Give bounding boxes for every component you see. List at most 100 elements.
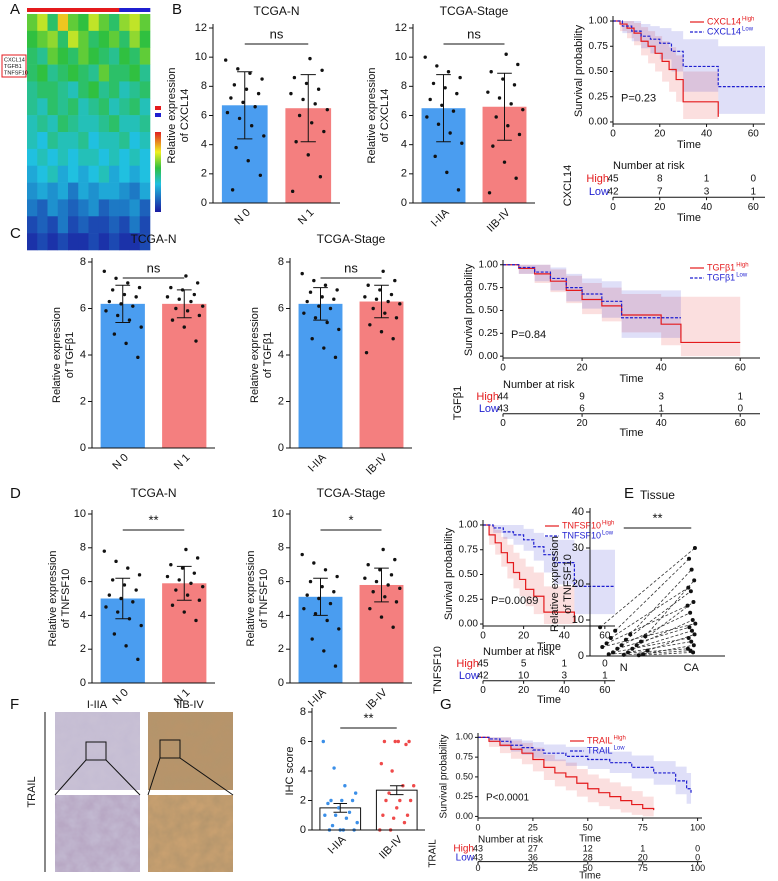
data-point <box>688 589 693 594</box>
heatmap-cell <box>119 14 130 32</box>
x-tick-label: I-IIA <box>429 206 452 229</box>
y-tick-label: 0 <box>80 677 86 689</box>
heatmap-cell <box>139 47 151 65</box>
ihc-column-label: IIB-IV <box>176 699 204 711</box>
data-point <box>494 115 498 119</box>
heatmap-cell <box>139 14 151 32</box>
data-point <box>366 563 370 567</box>
pair-line <box>599 547 696 628</box>
risk-count: 36 <box>528 852 538 862</box>
heatmap-cell <box>139 148 151 167</box>
heatmap-cell <box>47 14 59 32</box>
heatmap-cell <box>109 81 120 99</box>
data-point <box>313 612 318 616</box>
y-tick-label: 0.75 <box>479 282 499 293</box>
y-axis-label: of TNFSF10 <box>258 569 270 629</box>
y-tick-label: 0 <box>278 442 284 454</box>
y-axis-label: of CXCL14 <box>179 89 191 143</box>
y-axis-label: Survival probability <box>463 263 475 356</box>
data-point <box>451 109 456 113</box>
heatmap-cell <box>27 30 38 49</box>
data-point <box>643 634 648 639</box>
risk-group: Low <box>459 670 479 682</box>
data-point <box>374 579 379 584</box>
risk-count: 43 <box>497 404 509 415</box>
data-point <box>688 610 693 615</box>
heatmap-cell <box>88 165 100 183</box>
data-point <box>689 639 694 644</box>
column-group <box>37 8 48 12</box>
y-tick-label: 0.25 <box>459 594 479 605</box>
data-point <box>443 86 447 90</box>
data-point <box>184 274 188 278</box>
data-point <box>615 646 620 651</box>
error-bar <box>115 577 131 620</box>
data-point <box>630 646 635 651</box>
gene-label: CXCL14 <box>4 57 25 63</box>
risk-x-label: Time <box>579 871 601 881</box>
heatmap-cell <box>27 115 38 133</box>
data-point <box>371 590 375 594</box>
heatmap-cell <box>139 64 151 82</box>
data-point <box>189 299 193 304</box>
data-point <box>308 56 312 61</box>
heatmap-cell <box>37 233 48 251</box>
y-tick-label: 12 <box>195 22 207 34</box>
data-point <box>305 593 309 597</box>
data-point <box>645 648 650 653</box>
data-point <box>122 583 127 587</box>
risk-tick-label: 40 <box>701 202 713 213</box>
risk-x-label: Time <box>677 212 701 224</box>
x-tick-label: 60 <box>735 363 747 374</box>
data-point <box>692 632 697 637</box>
heatmap-cell <box>37 216 48 234</box>
data-point <box>317 596 321 601</box>
risk-count: 1 <box>658 404 664 415</box>
heatmap-cell <box>68 98 79 116</box>
y-axis-label: Survival probability <box>439 735 450 819</box>
heatmap-cell <box>57 81 69 99</box>
data-point <box>192 571 197 575</box>
pair-line <box>610 587 689 639</box>
x-axis-label: Time <box>619 373 643 385</box>
risk-count: 0 <box>602 659 608 670</box>
heatmap-cell <box>98 132 110 150</box>
risk-count: 1 <box>561 659 567 670</box>
risk-group: High <box>453 844 474 855</box>
data-point <box>412 784 416 788</box>
heatmap-cell <box>139 165 151 183</box>
heatmap-cell <box>109 132 120 150</box>
heatmap-cell <box>27 165 38 183</box>
risk-group: High <box>476 391 499 403</box>
heatmap-cell <box>37 132 48 150</box>
panel-title: TCGA-N <box>131 232 177 246</box>
y-tick-label: 0.00 <box>479 351 499 362</box>
data-point <box>404 742 408 747</box>
legend-label: CXCL14 <box>707 16 741 26</box>
significance-label: ** <box>652 510 662 525</box>
data-point <box>322 129 326 134</box>
heatmap-cell <box>47 199 59 217</box>
x-tick-label: N <box>620 662 628 674</box>
x-tick-label: N 1 <box>296 207 317 228</box>
y-axis-label: Relative expression <box>47 551 59 647</box>
data-point <box>692 578 697 583</box>
data-point <box>687 556 692 561</box>
data-point <box>611 650 616 655</box>
survival-curve <box>483 524 615 587</box>
error-bar <box>333 802 348 813</box>
y-axis-label: Relative expression <box>249 307 261 403</box>
pair-line <box>606 605 688 644</box>
heatmap-cell <box>27 98 38 116</box>
data-point <box>350 798 355 803</box>
error-bar <box>176 289 192 319</box>
heatmap-cell <box>78 216 89 234</box>
heatmap-cell <box>27 148 38 167</box>
data-point <box>613 628 618 633</box>
heatmap-cell <box>68 148 79 167</box>
bar <box>359 301 404 448</box>
legend-label: CXCL14 <box>707 26 741 36</box>
data-point <box>379 615 384 619</box>
data-point <box>608 636 613 640</box>
risk-x-label: Time <box>537 694 561 706</box>
